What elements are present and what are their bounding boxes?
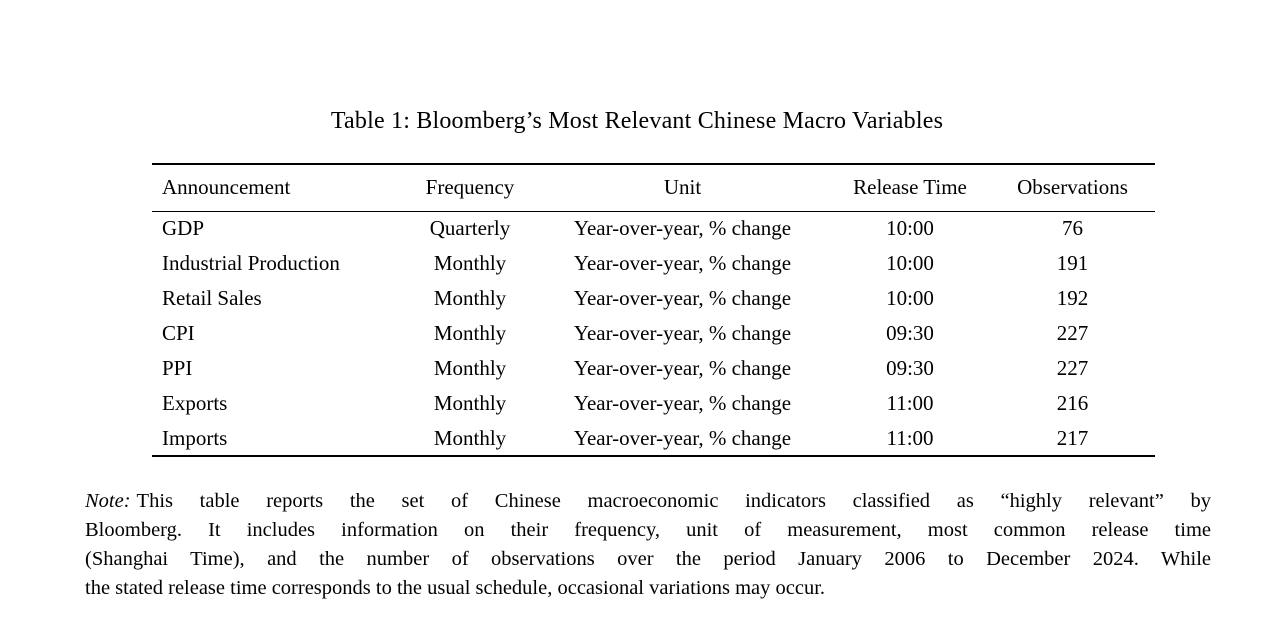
table-header: Announcement Frequency Unit Release Time Obs… [152, 164, 1155, 211]
table-cell: 11:00 [886, 425, 934, 450]
table-cell: 227 [1056, 321, 1089, 345]
table-row: Industrial Production Monthly Year-over-ye… [152, 246, 1155, 281]
table-cell: PPI [162, 356, 193, 380]
table-cell: Year-over-year, % change [573, 321, 792, 345]
table-cell: Year-over-year, % change [573, 356, 792, 380]
note-line: Note: This table reports the set of Chine… [85, 490, 1211, 512]
table-cell: Monthly [433, 321, 507, 345]
table-cell: 10:00 [886, 251, 934, 275]
note-line: the stated release time corresponds to t… [85, 577, 826, 599]
table-cell: 192 [1056, 286, 1089, 310]
table-cell: 09:30 [886, 321, 934, 345]
table-cell: Monthly [433, 391, 507, 415]
table-row: Exports Monthly Year-over-year, % change 11… [152, 386, 1155, 421]
table-cell: Quarterly [429, 216, 511, 241]
table-row: GDP Quarterly Year-over-year, % change 10:0… [152, 211, 1155, 246]
table-row: Imports Monthly Year-over-year, % change 11… [152, 421, 1155, 456]
table-cell: GDP [162, 216, 205, 241]
note-line: (Shanghai Time), and the number of obser… [85, 548, 1211, 570]
table-cell: Year-over-year, % change [573, 216, 792, 241]
table-row: PPI Monthly Year-over-year, % change 09:30 2… [152, 351, 1155, 386]
column-header: Frequency [425, 175, 515, 200]
header-row: Announcement Frequency Unit Release Time Obs… [152, 164, 1155, 211]
table-body: GDP Quarterly Year-over-year, % change 10:0… [152, 211, 1155, 456]
column-header: Observations [1017, 175, 1128, 200]
note-line: Bloomberg. It includes information on th… [85, 519, 1211, 541]
table-cell: 217 [1056, 425, 1089, 450]
table-cell: Monthly [433, 251, 507, 275]
table-row: CPI Monthly Year-over-year, % change 09:30 2… [152, 316, 1155, 351]
table-cell: 10:00 [886, 286, 934, 310]
table-cell: Monthly [433, 425, 507, 450]
table-cell: 11:00 [886, 391, 934, 415]
macro-variables-table: Announcement Frequency Unit Release Time Obs… [152, 163, 1155, 457]
table-cell: Monthly [433, 286, 507, 310]
table-row: Retail Sales Monthly Year-over-year, % cha… [152, 281, 1155, 316]
table-cell: Year-over-year, % change [573, 286, 792, 310]
table-cell: 76 [1062, 216, 1083, 241]
table-note: Note: This table reports the set of Chine… [85, 487, 1211, 603]
column-header: Announcement [162, 175, 291, 200]
table-cell: 227 [1056, 356, 1089, 380]
table-cell: Year-over-year, % change [573, 391, 792, 415]
column-header: Release Time [853, 175, 967, 200]
column-header: Unit [663, 175, 702, 200]
table-cell: Year-over-year, % change [573, 425, 792, 450]
note-label: Note: [85, 490, 131, 512]
table-cell: Monthly [433, 356, 507, 380]
table-cell: 216 [1056, 391, 1089, 415]
table-cell: Imports [162, 425, 228, 450]
table-cell: Industrial Production [162, 251, 340, 275]
table-cell: 10:00 [886, 216, 934, 241]
table-cell: 191 [1056, 251, 1089, 275]
table-cell: Exports [162, 391, 228, 415]
table-cell: Year-over-year, % change [573, 251, 792, 275]
table-cell: 09:30 [886, 356, 934, 380]
table-cell: CPI [162, 321, 195, 345]
table-title: Table 1: Bloomberg’s Most Relevant Chine… [330, 108, 944, 134]
table-cell: Retail Sales [162, 286, 262, 310]
